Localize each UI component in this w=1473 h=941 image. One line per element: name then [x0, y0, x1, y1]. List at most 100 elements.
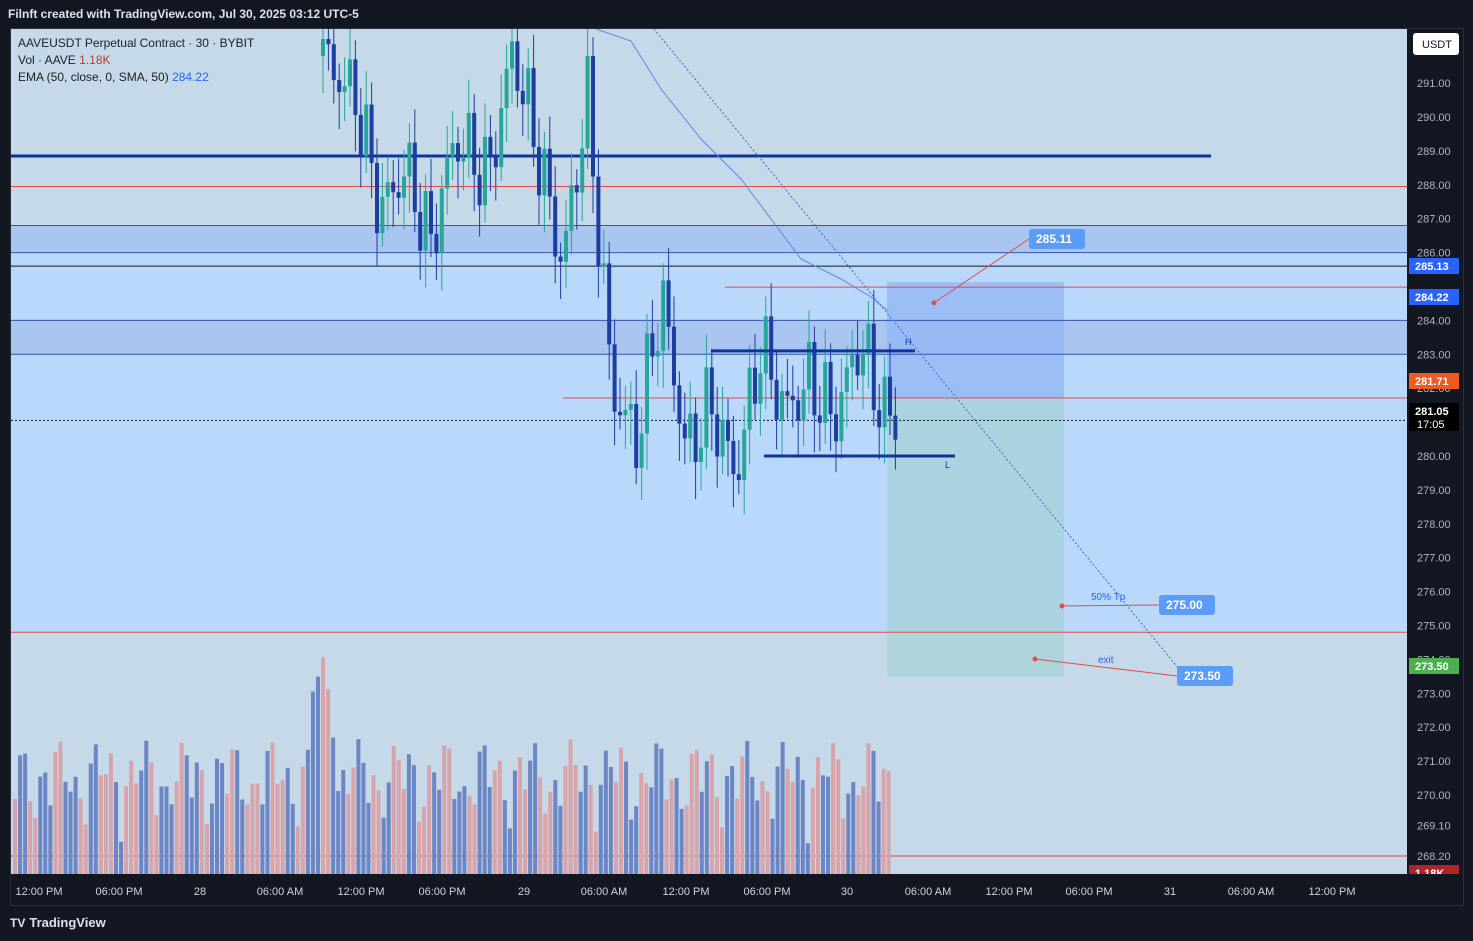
candle-body — [650, 333, 655, 357]
volume-bar — [821, 775, 825, 874]
volume-bar — [866, 743, 871, 874]
time-tick: 06:00 PM — [1065, 886, 1112, 898]
volume-bar — [800, 780, 805, 874]
candle-body — [418, 211, 423, 251]
candle-body — [861, 353, 865, 376]
volume-bar — [720, 827, 724, 874]
candle-body — [461, 157, 466, 162]
volume-bar — [603, 750, 608, 874]
volume-bar — [836, 759, 841, 874]
volume-bar — [13, 799, 17, 874]
volume-bar — [533, 743, 538, 874]
candle-body — [450, 143, 455, 157]
volume-bar — [851, 781, 856, 874]
volume-bar — [578, 791, 583, 874]
candle-body — [526, 67, 531, 105]
price-label-box — [1409, 258, 1459, 274]
candle-body — [655, 350, 660, 357]
price-tick: 280.00 — [1417, 451, 1451, 463]
price-label-text: 273.50 — [1415, 661, 1449, 673]
volume-bar — [346, 793, 351, 874]
price-tick: 284.00 — [1417, 315, 1451, 327]
volume-bar — [619, 747, 623, 874]
candle-body — [645, 333, 649, 434]
price-tick: 291.00 — [1417, 78, 1451, 90]
volume-line[interactable]: Vol · AAVE 1.18K — [18, 52, 254, 69]
candle-body — [693, 413, 698, 463]
price-tick: 277.00 — [1417, 553, 1451, 565]
volume-bar — [492, 769, 497, 874]
price-tick: 287.00 — [1417, 214, 1451, 226]
candle-body — [672, 326, 676, 386]
price-tick: 276.00 — [1417, 587, 1451, 599]
volume-bar — [63, 781, 68, 874]
ema-line[interactable]: EMA (50, close, 0, SMA, 50) 284.22 — [18, 69, 254, 86]
candle-body — [580, 148, 585, 193]
tradingview-logo[interactable]: TV TradingView — [10, 915, 106, 930]
price-axis-bg — [1407, 29, 1463, 905]
candle-body — [321, 38, 325, 56]
volume-bar — [164, 786, 169, 874]
time-tick: 12:00 PM — [15, 886, 62, 898]
candle-body — [445, 156, 450, 189]
candle-body — [429, 191, 433, 234]
volume-bar — [735, 798, 740, 874]
symbol-line[interactable]: AAVEUSDT Perpetual Contract · 30 · BYBIT — [18, 36, 255, 50]
candle-body — [358, 114, 363, 157]
candle-body — [472, 112, 477, 175]
candle-body — [715, 414, 720, 457]
candle-body — [537, 146, 541, 196]
candle-body — [385, 182, 390, 197]
volume-bar — [507, 828, 512, 874]
volume-bar — [255, 783, 260, 874]
candle-body — [726, 420, 730, 441]
price-tick: 286.00 — [1417, 248, 1451, 260]
volume-bar — [714, 797, 719, 874]
price-chart[interactable]: H L 285.11 275.00 50% Tp 273.50 exit 291.00 290.… — [11, 29, 1463, 905]
time-tick: 06:00 AM — [1228, 886, 1274, 898]
volume-bar — [33, 817, 38, 874]
volume-bar — [371, 775, 376, 874]
price-tick: 272.00 — [1417, 722, 1451, 734]
candle-body — [639, 433, 644, 468]
volume-bar — [462, 786, 467, 874]
candle-body — [585, 55, 590, 149]
time-tick: 12:00 PM — [337, 886, 384, 898]
candle-body — [709, 367, 714, 415]
candle-body — [623, 409, 628, 416]
candle-body — [375, 162, 379, 234]
volume-bar — [275, 783, 280, 874]
candle-body — [483, 136, 487, 206]
annot-leader-2735 — [1034, 658, 1178, 677]
price-tick: 270.00 — [1417, 790, 1451, 802]
candle-body — [807, 342, 811, 390]
candle-body — [337, 80, 342, 92]
candle-body — [396, 192, 401, 198]
candle-body — [817, 415, 822, 423]
volume-bar — [568, 739, 573, 874]
candle-body — [601, 263, 606, 267]
volume-bar — [139, 770, 144, 874]
candle-body — [493, 155, 498, 168]
volume-bar — [704, 761, 709, 874]
volume-bar — [422, 806, 427, 874]
time-tick: 06:00 PM — [743, 886, 790, 898]
volume-bar — [316, 676, 320, 874]
volume-bar — [664, 799, 669, 874]
volume-bar — [432, 772, 437, 874]
footer-bar — [0, 906, 1473, 941]
candle-body — [747, 367, 752, 430]
trend-line — [653, 29, 1180, 670]
chart-legend: AAVEUSDT Perpetual Contract · 30 · BYBIT… — [18, 35, 254, 86]
candle-body — [780, 391, 784, 420]
annot-leader-275 — [1061, 604, 1160, 607]
volume-bar — [659, 748, 664, 874]
time-tick: 12:00 PM — [1308, 886, 1355, 898]
candle-body — [423, 191, 428, 251]
volume-bar — [38, 776, 43, 874]
volume-bar — [745, 740, 750, 874]
candle-body — [877, 410, 882, 428]
volume-bar — [144, 740, 149, 874]
candle-body — [407, 142, 412, 177]
candle-body — [391, 182, 396, 193]
